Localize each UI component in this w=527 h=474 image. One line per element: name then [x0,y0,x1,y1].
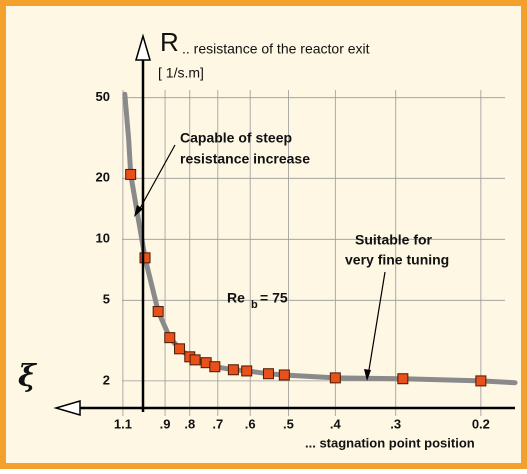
annotation: very fine tuning [345,252,449,268]
x-tick-label: .9 [160,416,171,431]
point [397,373,409,385]
annotation: resistance increase [180,151,310,167]
point [278,369,290,381]
annotation: Suitable for [355,232,433,248]
x-tick-label: .4 [330,416,342,431]
annotation: Capable of steep [180,130,292,146]
annotation-arrow [137,144,176,213]
point [152,306,164,318]
point [241,365,253,377]
point [125,168,137,180]
annotation-arrow [367,271,386,377]
marks [122,91,518,387]
point [189,354,201,366]
x-tick-label: .5 [283,416,294,431]
y-arrow [135,33,151,61]
point [475,375,487,387]
x-symbol: ξ [18,359,38,394]
re-label: Re [227,290,245,306]
axis-subtitle: .. resistance of the reactor exit [182,41,370,57]
x-tick-label: .8 [184,416,195,431]
grid: 2 5 10 20 50 1.1 .9 .8 .7 .6 .5 .4 .3 0.2 [96,89,505,431]
x-arrow [53,400,81,416]
point [262,368,274,380]
x-tick-label: .3 [390,416,401,431]
x-label: ... stagnation point position [305,435,475,450]
re-sub: b [251,299,258,311]
point [329,372,341,384]
axis-unit: [ 1/s.m] [158,65,204,81]
x-tick-label: .6 [245,416,256,431]
x-tick-label: .7 [212,416,223,431]
x-tick-label: 0.2 [472,416,490,431]
point [209,361,221,373]
y-tick-label: 50 [96,89,110,104]
point [227,364,239,376]
x-tick-label: 1.1 [114,416,132,431]
y-tick-label: 5 [103,292,110,307]
y-tick-label: 10 [96,231,110,246]
arrowhead [134,205,143,217]
re-value: = 75 [260,290,288,306]
point [139,252,151,264]
point [164,332,176,344]
y-tick-label: 20 [96,170,110,185]
arrowhead [364,369,371,381]
point [174,343,186,355]
y-tick-label: 2 [103,372,110,387]
axis-title: R [160,27,179,57]
